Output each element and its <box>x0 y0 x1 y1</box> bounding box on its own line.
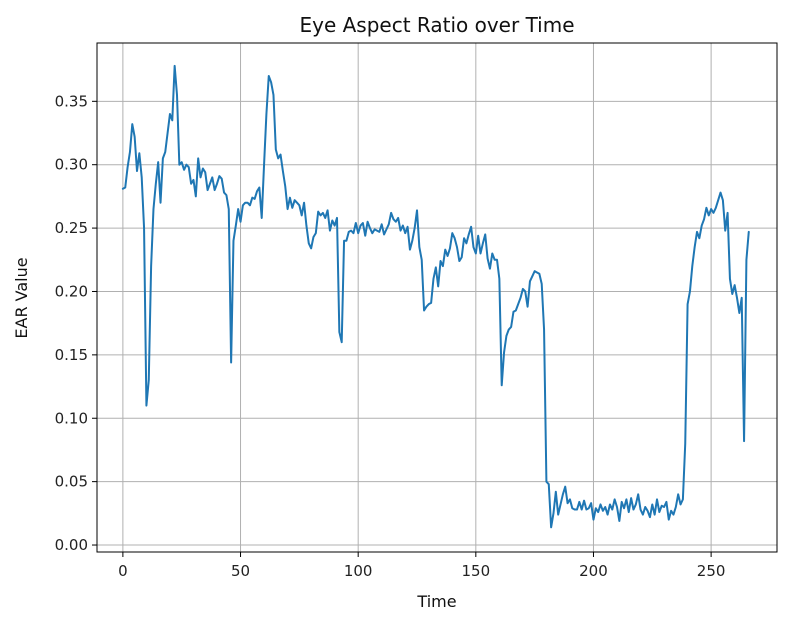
x-axis-ticks: 0 50 100 150 200 250 <box>118 552 725 580</box>
y-tick-label: 0.05 <box>55 473 88 491</box>
y-tick-label: 0.35 <box>55 92 88 110</box>
y-axis-ticks: 0.00 0.05 0.10 0.15 0.20 0.25 0.30 0.35 <box>55 92 97 554</box>
ear-series-line <box>121 64 750 529</box>
plot-area-frame <box>96 42 778 553</box>
y-tick-label: 0.00 <box>55 536 88 554</box>
grid-lines <box>97 43 777 552</box>
y-axis-label: EAR Value <box>12 257 31 338</box>
x-tick-label: 200 <box>579 562 608 580</box>
y-tick-label: 0.30 <box>55 156 88 174</box>
y-tick-label: 0.10 <box>55 409 88 427</box>
x-tick-label: 250 <box>697 562 726 580</box>
x-tick-label: 50 <box>231 562 250 580</box>
x-tick-label: 150 <box>462 562 491 580</box>
y-tick-label: 0.20 <box>55 282 88 300</box>
x-tick-label: 0 <box>118 562 128 580</box>
x-tick-label: 100 <box>344 562 373 580</box>
y-tick-label: 0.15 <box>55 346 88 364</box>
chart-title: Eye Aspect Ratio over Time <box>299 13 574 37</box>
y-tick-label: 0.25 <box>55 219 88 237</box>
series-layer <box>121 64 750 529</box>
x-axis-label: Time <box>416 592 456 611</box>
